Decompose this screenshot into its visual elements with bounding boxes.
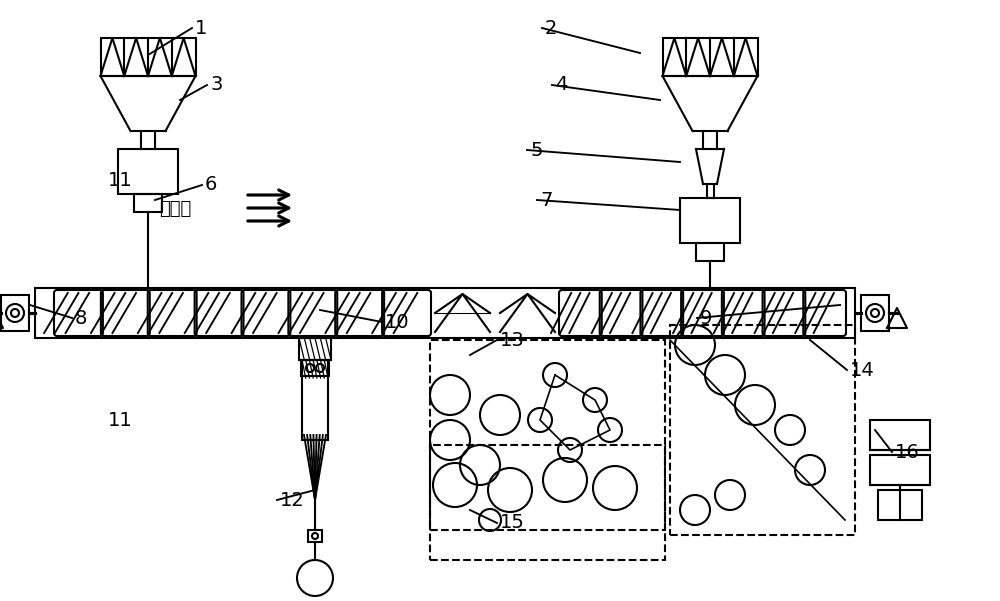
Text: 9: 9 [700,308,712,328]
Bar [299,338,331,360]
Text: 15: 15 [500,513,525,532]
Bar [1,295,29,331]
Text: 冷空气: 冷空气 [159,200,191,218]
Text: 10: 10 [385,313,410,332]
Text: 2: 2 [545,19,557,37]
Bar [861,295,889,331]
Bar [870,420,930,450]
Text: 8: 8 [75,308,87,328]
Text: 6: 6 [205,175,217,195]
Bar [430,445,665,560]
Text: 4: 4 [555,76,567,94]
Text: 13: 13 [500,331,525,350]
Bar [870,455,930,485]
Bar [308,530,322,542]
Bar [118,149,178,194]
Bar [430,340,665,530]
Bar [301,360,329,376]
Bar [662,38,758,76]
Bar [134,194,162,212]
Text: 1: 1 [195,19,207,37]
Text: 11: 11 [108,171,132,191]
Text: 14: 14 [850,361,875,379]
Text: 5: 5 [530,141,542,159]
Text: 3: 3 [210,76,222,94]
Bar [302,360,328,440]
Bar [670,325,855,535]
Bar [35,288,855,338]
Text: 11: 11 [108,410,132,430]
Text: 16: 16 [895,442,920,462]
Bar [878,490,922,520]
Text: 7: 7 [540,191,552,210]
Bar [680,198,740,243]
Bar [100,38,196,76]
Text: 12: 12 [280,490,305,510]
Bar [696,243,724,261]
